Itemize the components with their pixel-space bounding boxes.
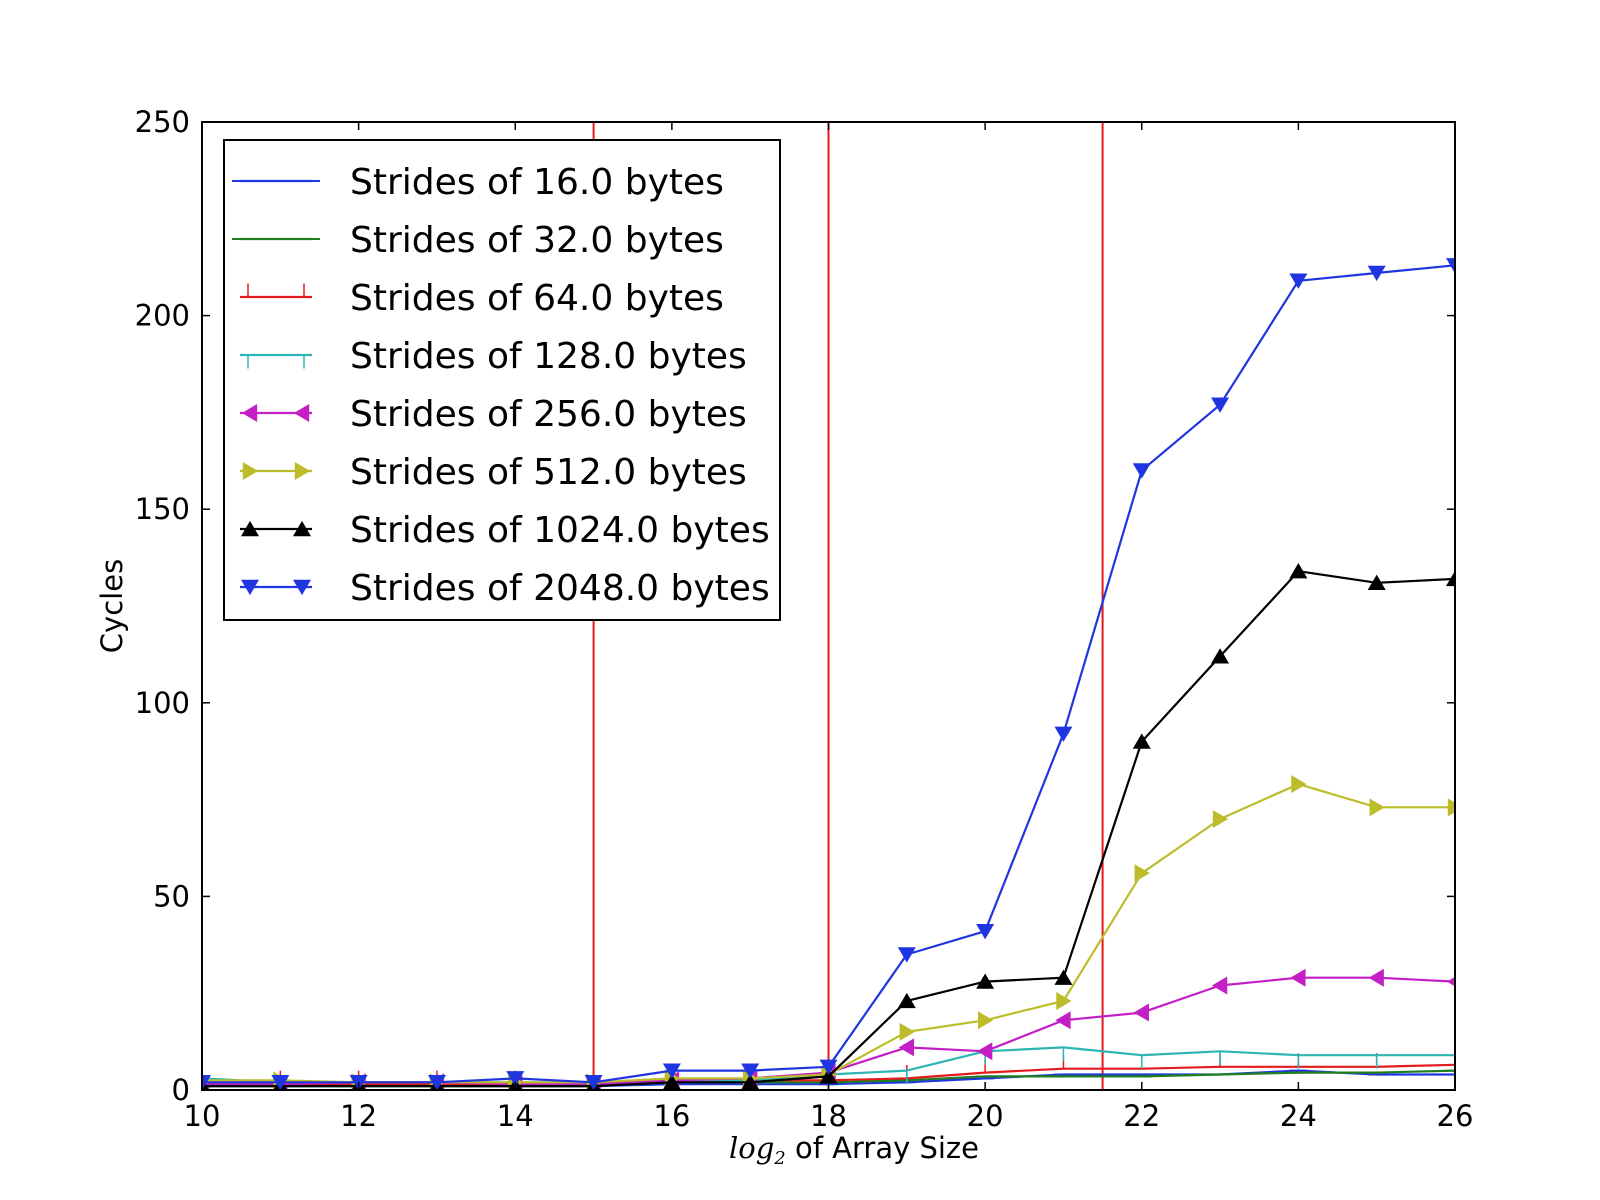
data-point bbox=[819, 1068, 838, 1084]
data-point bbox=[427, 1075, 446, 1090]
data-point bbox=[1211, 397, 1230, 413]
data-point bbox=[1132, 463, 1151, 479]
x-tick-label: 26 bbox=[1437, 1099, 1474, 1133]
data-point bbox=[1290, 968, 1306, 987]
legend-label: Strides of 2048.0 bytes bbox=[350, 568, 770, 609]
data-point bbox=[662, 1063, 681, 1079]
data-point bbox=[1211, 976, 1228, 995]
legend-item: Strides of 32.0 bytes bbox=[232, 220, 724, 261]
x-tick-label: 14 bbox=[497, 1099, 534, 1133]
data-point bbox=[898, 1038, 915, 1057]
legend-label: Strides of 128.0 bytes bbox=[350, 336, 747, 377]
y-tick-label: 0 bbox=[172, 1073, 190, 1107]
data-point bbox=[1446, 570, 1455, 587]
data-point bbox=[897, 992, 916, 1009]
data-point bbox=[1211, 648, 1230, 664]
marker-tri-right bbox=[242, 462, 259, 480]
y-tick-label: 100 bbox=[135, 686, 190, 720]
x-tick-label: 22 bbox=[1123, 1099, 1160, 1133]
data-point bbox=[741, 1074, 760, 1090]
data-point bbox=[976, 924, 995, 940]
legend-label: Strides of 1024.0 bytes bbox=[350, 510, 770, 551]
x-axis-label-text: of Array Size bbox=[786, 1131, 979, 1165]
data-point bbox=[1212, 809, 1229, 828]
data-point bbox=[1056, 991, 1072, 1010]
data-point bbox=[977, 1042, 993, 1061]
x-tick-label: 20 bbox=[967, 1099, 1004, 1133]
data-point bbox=[1291, 775, 1307, 794]
data-point bbox=[1132, 733, 1151, 749]
y-axis-label: Cycles bbox=[95, 559, 129, 653]
data-point bbox=[897, 947, 916, 963]
x-tick-label: 16 bbox=[653, 1099, 690, 1133]
data-point bbox=[899, 1022, 915, 1041]
data-point bbox=[1446, 258, 1455, 274]
data-point bbox=[1133, 1003, 1149, 1022]
data-point bbox=[976, 973, 995, 989]
marker-tri-left bbox=[293, 404, 310, 422]
marker-tri-down bbox=[293, 579, 311, 596]
marker-tri-up bbox=[293, 520, 311, 537]
legend-item: Strides of 2048.0 bytes bbox=[240, 568, 770, 609]
legend-label: Strides of 256.0 bytes bbox=[350, 394, 747, 435]
data-point bbox=[1367, 574, 1386, 590]
data-point bbox=[1289, 273, 1308, 289]
legend-label: Strides of 16.0 bytes bbox=[350, 162, 724, 203]
legend-item: Strides of 256.0 bytes bbox=[240, 394, 747, 435]
data-point bbox=[1446, 976, 1455, 987]
y-axis: 0 50 100 150 200 250 bbox=[135, 105, 1455, 1107]
legend-box bbox=[223, 139, 781, 621]
data-point bbox=[1134, 864, 1150, 883]
x-axis-label-subscript: 2 bbox=[773, 1148, 785, 1169]
data-point bbox=[584, 1075, 603, 1090]
data-point bbox=[1368, 968, 1384, 987]
series-layer bbox=[202, 258, 1455, 1090]
data-point bbox=[1447, 798, 1455, 817]
x-axis-label-math: log bbox=[729, 1131, 774, 1165]
legend-item: Strides of 1024.0 bytes bbox=[240, 510, 770, 551]
data-point bbox=[1054, 969, 1073, 985]
y-tick-label: 200 bbox=[135, 299, 190, 333]
x-axis: 10 12 14 16 18 20 22 24 26 bbox=[184, 122, 1474, 1133]
x-tick-label: 12 bbox=[340, 1099, 377, 1133]
data-point bbox=[1055, 1011, 1071, 1030]
data-point bbox=[1367, 265, 1386, 282]
data-point bbox=[662, 1074, 681, 1090]
legend-label: Strides of 512.0 bytes bbox=[350, 452, 747, 493]
data-point bbox=[506, 1071, 525, 1087]
data-point bbox=[1054, 726, 1073, 742]
y-tick-label: 250 bbox=[135, 105, 190, 139]
legend-label: Strides of 32.0 bytes bbox=[350, 220, 724, 261]
data-point bbox=[819, 1059, 838, 1075]
marker-tri-down bbox=[241, 579, 259, 596]
marker-tri-left bbox=[241, 404, 258, 422]
data-point bbox=[1369, 798, 1385, 817]
legend-item: Strides of 512.0 bytes bbox=[240, 452, 747, 493]
y-tick-label: 50 bbox=[153, 879, 190, 913]
series-7 bbox=[202, 258, 1455, 1090]
legend-item: Strides of 128.0 bytes bbox=[240, 336, 747, 377]
data-point bbox=[1289, 563, 1308, 579]
legend: Strides of 16.0 bytes Strides of 32.0 byt… bbox=[223, 139, 781, 621]
legend-item: Strides of 16.0 bytes bbox=[232, 162, 724, 203]
x-tick-label: 18 bbox=[810, 1099, 847, 1133]
data-point bbox=[977, 1011, 994, 1030]
x-axis-label: log2 of Array Size bbox=[729, 1131, 979, 1169]
data-point bbox=[741, 1063, 760, 1079]
legend-item: Strides of 64.0 bytes bbox=[240, 278, 724, 319]
data-point bbox=[271, 1075, 290, 1090]
marker-tri-right bbox=[294, 462, 311, 480]
data-point bbox=[202, 1075, 211, 1090]
x-tick-label: 10 bbox=[184, 1099, 221, 1133]
legend-label: Strides of 64.0 bytes bbox=[350, 278, 724, 319]
series-6 bbox=[202, 563, 1455, 1090]
marker-tri-up bbox=[241, 520, 259, 537]
y-tick-label: 150 bbox=[135, 492, 190, 526]
x-tick-label: 24 bbox=[1280, 1099, 1317, 1133]
